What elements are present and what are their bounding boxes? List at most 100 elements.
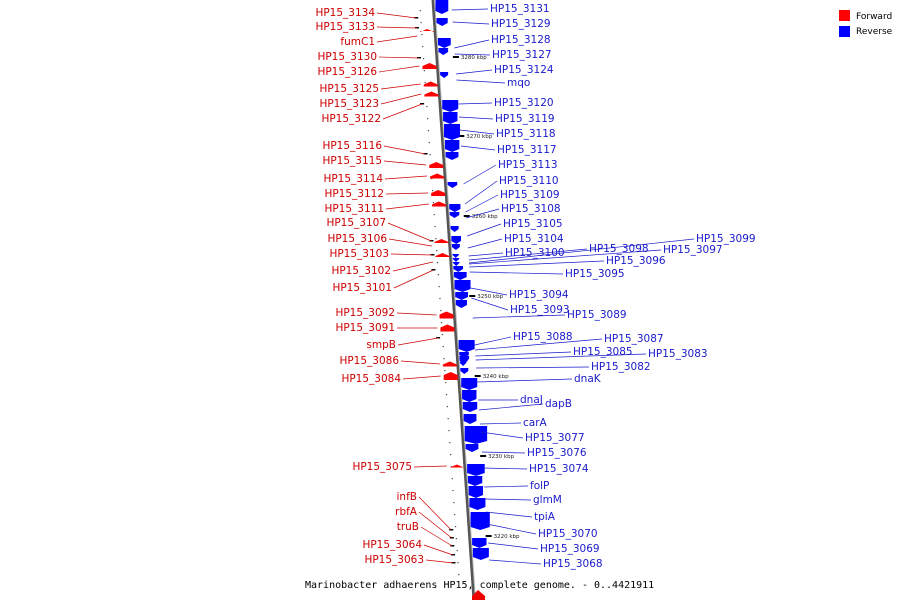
reverse-feature-hp15-3105[interactable] (451, 236, 461, 244)
reverse-feature-hp15-3108[interactable] (450, 226, 459, 232)
forward-feature-hp15-3091[interactable] (440, 324, 455, 332)
reverse-feature-dnaj[interactable] (462, 390, 477, 402)
gene-label-hp15-3125[interactable]: HP15_3125 (319, 83, 379, 95)
gene-label-hp15-3088[interactable]: HP15_3088 (513, 331, 573, 343)
reverse-feature-hp15-3089[interactable] (458, 340, 475, 352)
reverse-feature-hp15-3104[interactable] (451, 244, 460, 250)
reverse-feature-hp15-3068[interactable] (472, 548, 489, 560)
gene-label-hp15-3074[interactable]: HP15_3074 (529, 463, 589, 475)
gene-label-dnak[interactable]: dnaK (574, 373, 602, 385)
reverse-feature-hp15-3131[interactable] (435, 0, 449, 14)
gene-label-hp15-3124[interactable]: HP15_3124 (494, 64, 554, 76)
gene-label-hp15-3115[interactable]: HP15_3115 (322, 155, 382, 167)
forward-feature-hp15-3102[interactable] (435, 253, 450, 257)
reverse-feature-hp15-3120[interactable] (443, 112, 458, 124)
reverse-feature-hp15-3129[interactable] (436, 18, 448, 26)
gene-label-glmm[interactable]: glmM (533, 494, 562, 506)
forward-feature-hp15-3123[interactable] (424, 91, 439, 97)
reverse-feature-hp15-3099[interactable] (453, 262, 460, 266)
gene-label-hp15-3095[interactable]: HP15_3095 (565, 268, 625, 280)
gene-label-dapb[interactable]: dapB (545, 398, 572, 410)
gene-label-hp15-3087[interactable]: HP15_3087 (604, 333, 664, 345)
reverse-feature-hp15-3097[interactable] (453, 266, 463, 272)
reverse-feature-hp15-3119[interactable] (444, 124, 461, 140)
gene-label-hp15-3123[interactable]: HP15_3123 (319, 98, 379, 110)
gene-label-hp15-3084[interactable]: HP15_3084 (341, 373, 401, 385)
forward-feature-fumc1[interactable] (420, 29, 435, 32)
forward-feature-hp15-3114[interactable] (430, 173, 445, 179)
gene-label-hp15-3130[interactable]: HP15_3130 (317, 51, 377, 63)
gene-label-hp15-3107[interactable]: HP15_3107 (326, 217, 386, 229)
gene-label-hp15-3064[interactable]: HP15_3064 (362, 539, 422, 551)
gene-label-hp15-3113[interactable]: HP15_3113 (498, 159, 558, 171)
gene-label-hp15-3100[interactable]: HP15_3100 (505, 247, 565, 259)
reverse-feature-tpia[interactable] (469, 498, 486, 510)
gene-label-rbfa[interactable]: rbfA (395, 506, 418, 518)
reverse-feature-hp15-3094[interactable] (455, 292, 469, 300)
reverse-feature-hp15-3070[interactable] (470, 512, 490, 530)
gene-label-hp15-3111[interactable]: HP15_3111 (324, 203, 384, 215)
forward-feature-hp15-3122[interactable] (420, 103, 425, 105)
gene-label-mqo[interactable]: mqo (507, 77, 530, 89)
gene-label-hp15-3105[interactable]: HP15_3105 (503, 218, 563, 230)
gene-label-hp15-3129[interactable]: HP15_3129 (491, 18, 551, 30)
reverse-feature-dnak[interactable] (461, 378, 478, 390)
reverse-feature-hp15-3128[interactable] (437, 38, 451, 48)
gene-label-hp15-3101[interactable]: HP15_3101 (332, 282, 392, 294)
gene-label-infb[interactable]: infB (397, 491, 417, 503)
gene-label-hp15-3102[interactable]: HP15_3102 (331, 265, 391, 277)
forward-feature-hp15-3101[interactable] (431, 269, 436, 271)
gene-label-hp15-3094[interactable]: HP15_3094 (509, 289, 569, 301)
gene-label-hp15-3126[interactable]: HP15_3126 (317, 66, 377, 78)
gene-label-hp15-3085[interactable]: HP15_3085 (573, 346, 633, 358)
gene-label-hp15-3070[interactable]: HP15_3070 (538, 528, 598, 540)
forward-feature-hp15-3111[interactable] (431, 201, 446, 207)
gene-label-hp15-3099[interactable]: HP15_3099 (696, 233, 756, 245)
gene-label-hp15-3120[interactable]: HP15_3120 (494, 97, 554, 109)
reverse-feature-hp15-3096[interactable] (453, 272, 467, 280)
gene-label-trub[interactable]: truB (397, 521, 419, 533)
forward-feature-hp15-3106[interactable] (434, 239, 449, 243)
forward-feature-hp15-3112[interactable] (431, 190, 446, 196)
gene-label-hp15-3106[interactable]: HP15_3106 (327, 233, 387, 245)
gene-label-hp15-3103[interactable]: HP15_3103 (329, 248, 389, 260)
gene-label-hp15-3112[interactable]: HP15_3112 (324, 188, 384, 200)
reverse-feature-hp15-3077[interactable] (464, 426, 488, 444)
reverse-feature-folp[interactable] (467, 476, 483, 486)
gene-label-hp15-3063[interactable]: HP15_3063 (364, 554, 424, 566)
forward-feature-hp15-3126[interactable] (422, 63, 437, 69)
gene-label-fumc1[interactable]: fumC1 (340, 36, 375, 48)
reverse-feature-mqo[interactable] (442, 100, 459, 112)
reverse-feature-hp15-3074[interactable] (467, 464, 485, 476)
forward-feature-hp15-3092[interactable] (439, 311, 454, 319)
reverse-feature-hp15-3124[interactable] (440, 72, 449, 78)
forward-feature-hp15-3086[interactable] (442, 361, 457, 367)
gene-label-hp15-3133[interactable]: HP15_3133 (315, 21, 375, 33)
gene-label-hp15-3128[interactable]: HP15_3128 (491, 34, 551, 46)
gene-label-dnaj[interactable]: dnaJ (520, 394, 543, 406)
gene-label-smpb[interactable]: smpB (366, 339, 396, 351)
gene-label-hp15-3109[interactable]: HP15_3109 (500, 189, 560, 201)
gene-label-folp[interactable]: folP (530, 480, 549, 492)
forward-feature-hp15-3115[interactable] (429, 162, 444, 168)
gene-label-hp15-3069[interactable]: HP15_3069 (540, 543, 600, 555)
gene-label-hp15-3089[interactable]: HP15_3089 (567, 309, 627, 321)
reverse-feature-hp15-3100[interactable] (452, 254, 459, 258)
reverse-feature-hp15-3069[interactable] (472, 538, 487, 548)
gene-label-hp15-3122[interactable]: HP15_3122 (321, 113, 381, 125)
gene-label-hp15-3127[interactable]: HP15_3127 (492, 49, 552, 61)
reverse-feature-hp15-3117[interactable] (445, 152, 459, 160)
reverse-feature-hp15-3095[interactable] (454, 280, 471, 292)
gene-label-hp15-3118[interactable]: HP15_3118 (496, 128, 556, 140)
gene-label-hp15-3083[interactable]: HP15_3083 (648, 348, 708, 360)
reverse-feature-hp15-3082[interactable] (460, 368, 469, 374)
gene-label-hp15-3096[interactable]: HP15_3096 (606, 255, 666, 267)
reverse-feature-dapb[interactable] (462, 402, 478, 412)
gene-label-cara[interactable]: carA (523, 417, 548, 429)
gene-label-hp15-3076[interactable]: HP15_3076 (527, 447, 587, 459)
reverse-feature-hp15-3110[interactable] (449, 204, 461, 212)
gene-label-hp15-3117[interactable]: HP15_3117 (497, 144, 557, 156)
gene-label-tpia[interactable]: tpiA (534, 511, 556, 523)
gene-label-hp15-3114[interactable]: HP15_3114 (323, 173, 383, 185)
gene-label-hp15-3082[interactable]: HP15_3082 (591, 361, 651, 373)
